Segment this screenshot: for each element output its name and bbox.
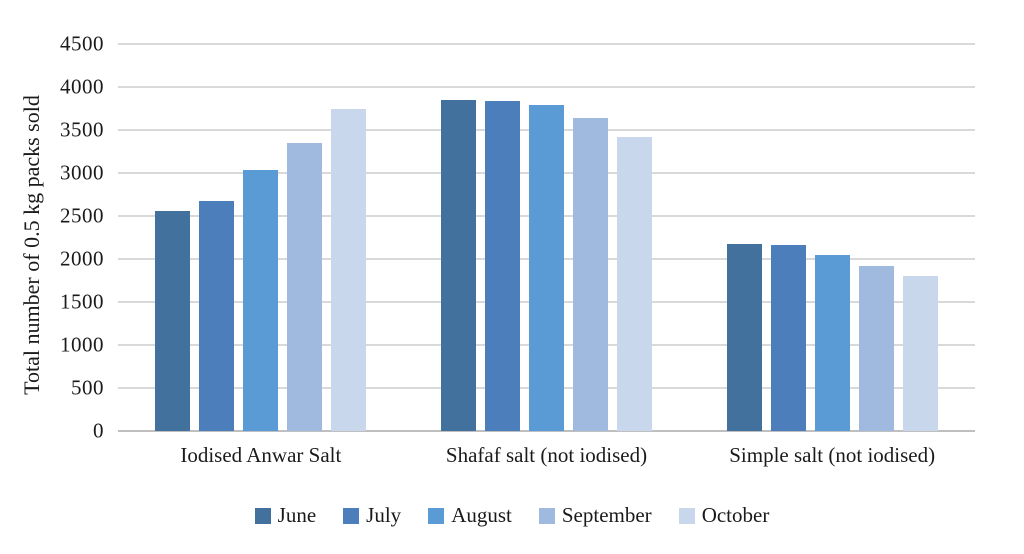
x-axis-labels: Iodised Anwar Salt Shafaf salt (not iodis… bbox=[118, 443, 975, 468]
bar-july-category-1 bbox=[199, 201, 235, 431]
x-axis-label-1: Iodised Anwar Salt bbox=[180, 443, 342, 467]
bar-august-category-1 bbox=[243, 170, 279, 431]
bar-group-3 bbox=[726, 244, 938, 431]
legend-label: September bbox=[561, 503, 652, 527]
legend-item-august: August bbox=[428, 503, 512, 528]
legend-item-september: September bbox=[538, 503, 652, 528]
legend: June July August September October bbox=[0, 503, 1024, 528]
gridline-4500 bbox=[118, 43, 975, 45]
y-tick-label-3500: 3500 bbox=[60, 117, 104, 142]
y-tick-label-1500: 1500 bbox=[60, 289, 104, 314]
x-axis-label-2: Shafaf salt (not iodised) bbox=[445, 443, 648, 467]
bar-june-category-3 bbox=[726, 244, 762, 431]
y-tick-label-1000: 1000 bbox=[60, 332, 104, 357]
bar-group-1 bbox=[155, 109, 367, 431]
y-axis-ticks: 0 500 1000 1500 2000 2500 3000 3500 4000 4500 bbox=[0, 33, 104, 441]
y-tick-label-500: 500 bbox=[71, 375, 104, 400]
y-tick-label-3000: 3000 bbox=[60, 160, 104, 185]
legend-item-july: July bbox=[343, 503, 401, 528]
bar-june-category-1 bbox=[155, 211, 191, 431]
x-axis-label-3: Simple salt (not iodised) bbox=[729, 443, 936, 467]
legend-swatch-icon bbox=[538, 507, 555, 524]
y-tick-label-0: 0 bbox=[93, 418, 104, 443]
plot-area bbox=[118, 43, 975, 432]
y-tick-label-2500: 2500 bbox=[60, 203, 104, 228]
gridline-0 bbox=[118, 430, 975, 432]
legend-swatch-icon bbox=[254, 507, 271, 524]
legend-label: August bbox=[451, 503, 512, 527]
bar-september-category-3 bbox=[858, 266, 894, 431]
bar-august-category-3 bbox=[814, 255, 850, 431]
bar-september-category-1 bbox=[287, 143, 323, 431]
bar-october-category-3 bbox=[902, 276, 938, 431]
legend-swatch-icon bbox=[343, 507, 360, 524]
legend-label: October bbox=[701, 503, 770, 527]
legend-item-june: June bbox=[254, 503, 317, 528]
bar-october-category-1 bbox=[331, 109, 367, 431]
bar-july-category-3 bbox=[770, 245, 806, 431]
gridline-4000 bbox=[118, 86, 975, 88]
legend-item-october: October bbox=[678, 503, 770, 528]
legend-swatch-icon bbox=[678, 507, 695, 524]
legend-swatch-icon bbox=[428, 507, 445, 524]
legend-label: July bbox=[366, 503, 402, 527]
legend-label: June bbox=[277, 503, 317, 527]
bar-june-category-2 bbox=[441, 100, 476, 431]
y-tick-label-4500: 4500 bbox=[60, 31, 104, 56]
bar-september-category-2 bbox=[573, 118, 608, 431]
y-tick-label-4000: 4000 bbox=[60, 74, 104, 99]
bar-july-category-2 bbox=[485, 101, 520, 431]
y-tick-label-2000: 2000 bbox=[60, 246, 104, 271]
bar-group-2 bbox=[441, 100, 652, 431]
bar-august-category-2 bbox=[529, 105, 564, 431]
bar-october-category-2 bbox=[617, 137, 652, 431]
